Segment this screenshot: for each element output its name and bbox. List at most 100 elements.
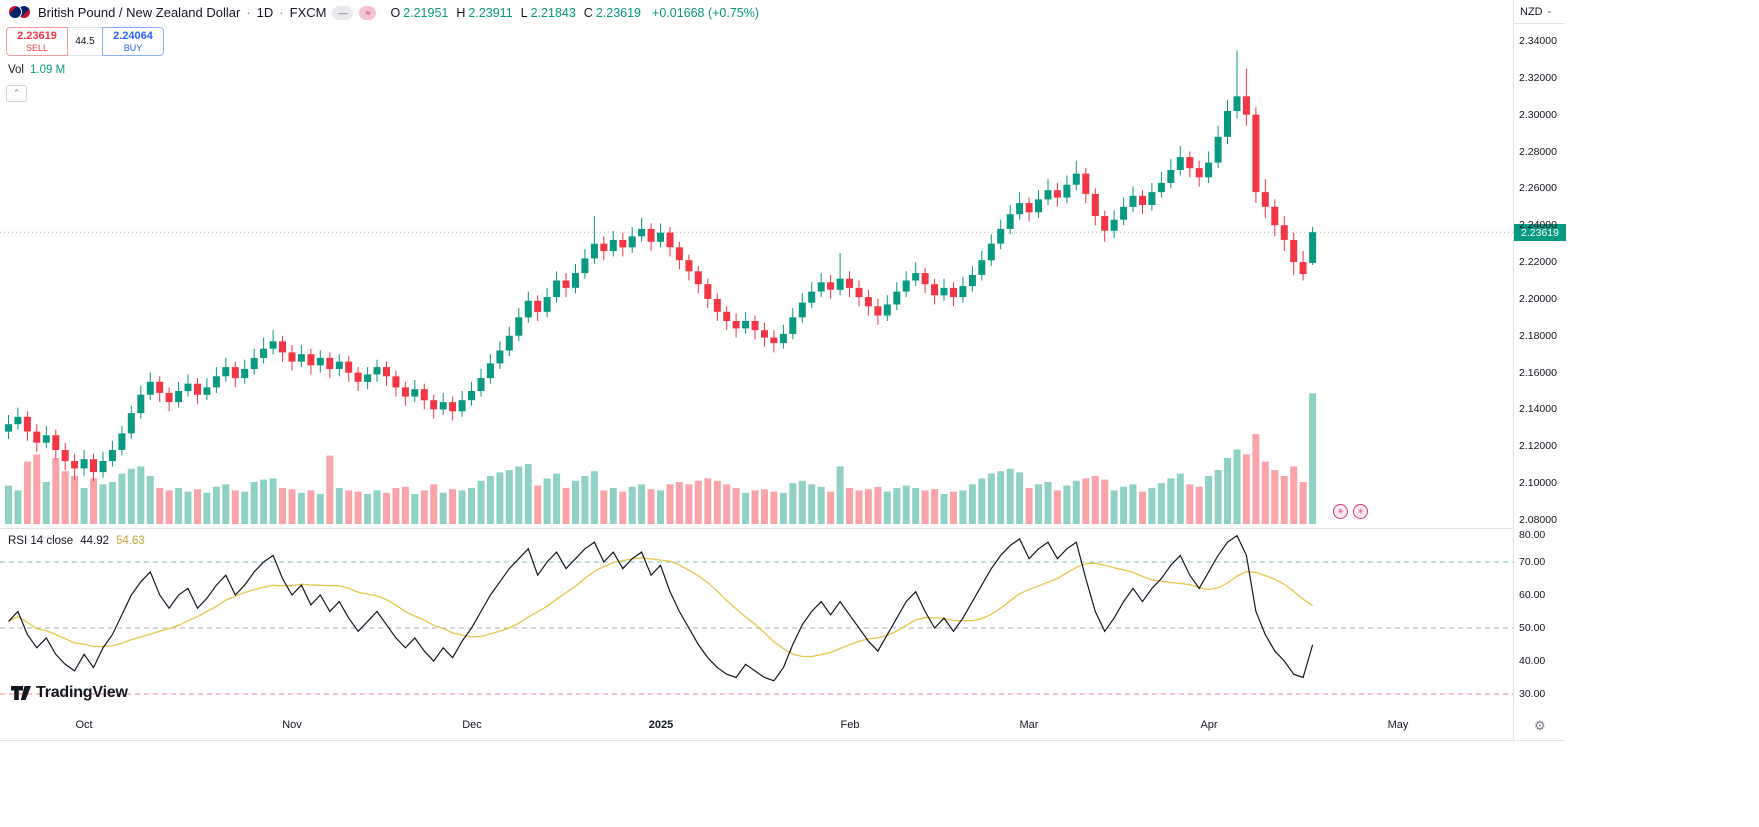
candle[interactable] [779, 324, 787, 349]
candle[interactable] [836, 252, 844, 296]
candle[interactable] [127, 405, 135, 439]
candle[interactable] [723, 306, 731, 331]
candle[interactable] [543, 287, 551, 318]
candle[interactable] [751, 315, 759, 340]
candle[interactable] [241, 359, 249, 384]
candle[interactable] [846, 271, 853, 298]
candle[interactable] [987, 234, 995, 266]
candle[interactable] [80, 450, 88, 476]
event-marker-icon[interactable]: ✳ [1353, 504, 1368, 519]
candle[interactable] [373, 359, 381, 382]
candle[interactable] [912, 262, 920, 286]
candle[interactable] [118, 426, 126, 456]
candle[interactable] [137, 385, 145, 419]
sell-button[interactable]: 2.23619 SELL [6, 27, 68, 56]
candle[interactable] [411, 380, 419, 403]
candle[interactable] [515, 308, 523, 342]
candle[interactable] [666, 227, 674, 257]
candle[interactable] [307, 348, 315, 375]
candle[interactable] [165, 387, 173, 412]
candle[interactable] [477, 368, 485, 397]
candle[interactable] [997, 219, 1005, 250]
candle[interactable] [1044, 179, 1052, 205]
candle[interactable] [146, 372, 154, 401]
candle[interactable] [260, 337, 268, 364]
candle[interactable] [817, 273, 825, 298]
candle[interactable] [1224, 100, 1231, 145]
candle[interactable] [345, 356, 353, 382]
candle[interactable] [902, 271, 910, 298]
candle[interactable] [798, 293, 806, 323]
candle[interactable] [770, 330, 778, 353]
candle[interactable] [628, 227, 636, 253]
candle[interactable] [14, 407, 22, 430]
collapse-pane-button[interactable]: ⌃ [6, 85, 27, 102]
candle[interactable] [1205, 151, 1213, 183]
candle[interactable] [468, 381, 475, 406]
candle[interactable] [1176, 146, 1184, 176]
candle[interactable] [1214, 125, 1222, 169]
candle[interactable] [732, 313, 740, 338]
candle[interactable] [1309, 226, 1317, 265]
candle[interactable] [420, 383, 428, 410]
candle[interactable] [827, 275, 835, 299]
candle[interactable] [1252, 107, 1260, 204]
time-axis-label[interactable]: 2025 [648, 719, 674, 731]
candle[interactable] [61, 442, 69, 471]
candle[interactable] [279, 335, 286, 362]
time-axis-label[interactable]: Mar [1019, 719, 1039, 731]
candle[interactable] [212, 367, 220, 393]
candle[interactable] [1299, 251, 1307, 281]
candle[interactable] [657, 223, 664, 248]
price-axis[interactable]: NZD ⌄ 2.23619 2.34000 2.32000 2.30000 2.280… [1513, 0, 1566, 740]
candle[interactable] [1167, 158, 1175, 189]
candle[interactable] [194, 378, 201, 404]
candle[interactable] [175, 381, 183, 408]
candle[interactable] [269, 330, 277, 355]
candle[interactable] [486, 354, 494, 384]
candle[interactable] [808, 282, 816, 309]
time-axis-label[interactable]: Oct [75, 719, 93, 731]
candle[interactable] [1091, 188, 1099, 226]
candle[interactable] [392, 370, 400, 397]
dash-badge-icon[interactable]: — [332, 5, 354, 20]
wave-badge-icon[interactable]: ≈ [359, 5, 377, 20]
candle[interactable] [675, 241, 683, 270]
candle[interactable] [1242, 68, 1250, 126]
candle[interactable] [430, 394, 438, 419]
candle[interactable] [931, 278, 939, 305]
candle[interactable] [1157, 171, 1165, 198]
candle[interactable] [505, 326, 513, 356]
candle[interactable] [99, 451, 107, 478]
candle[interactable] [1016, 192, 1024, 220]
candle[interactable] [524, 291, 532, 323]
candle[interactable] [1148, 182, 1156, 211]
candle[interactable] [364, 367, 372, 390]
time-axis-label[interactable]: May [1387, 719, 1409, 731]
rsi-title[interactable]: RSI 14 close [8, 535, 74, 547]
candle[interactable] [647, 223, 655, 251]
currency-selector[interactable]: NZD ⌄ [1514, 0, 1565, 24]
chart-canvas[interactable] [0, 0, 1513, 740]
candle[interactable] [1139, 190, 1146, 215]
candle[interactable] [354, 367, 362, 391]
pane-separator[interactable] [0, 528, 1565, 529]
candle[interactable] [609, 230, 617, 257]
candle[interactable] [401, 381, 409, 406]
candle[interactable] [1186, 151, 1194, 178]
candle[interactable] [1271, 199, 1279, 237]
candle[interactable] [968, 265, 976, 292]
candle[interactable] [439, 392, 447, 415]
candle[interactable] [950, 282, 957, 307]
candle[interactable] [496, 341, 504, 369]
candle[interactable] [581, 249, 589, 279]
candle[interactable] [71, 453, 79, 480]
candle[interactable] [250, 348, 258, 375]
candle[interactable] [921, 267, 929, 294]
symbol-title[interactable]: British Pound / New Zealand Dollar [38, 5, 241, 20]
candle[interactable] [1082, 168, 1090, 204]
event-marker-icon[interactable]: ✳ [1333, 504, 1348, 519]
candle[interactable] [1120, 197, 1128, 226]
candle[interactable] [458, 391, 466, 417]
candle[interactable] [619, 232, 627, 257]
